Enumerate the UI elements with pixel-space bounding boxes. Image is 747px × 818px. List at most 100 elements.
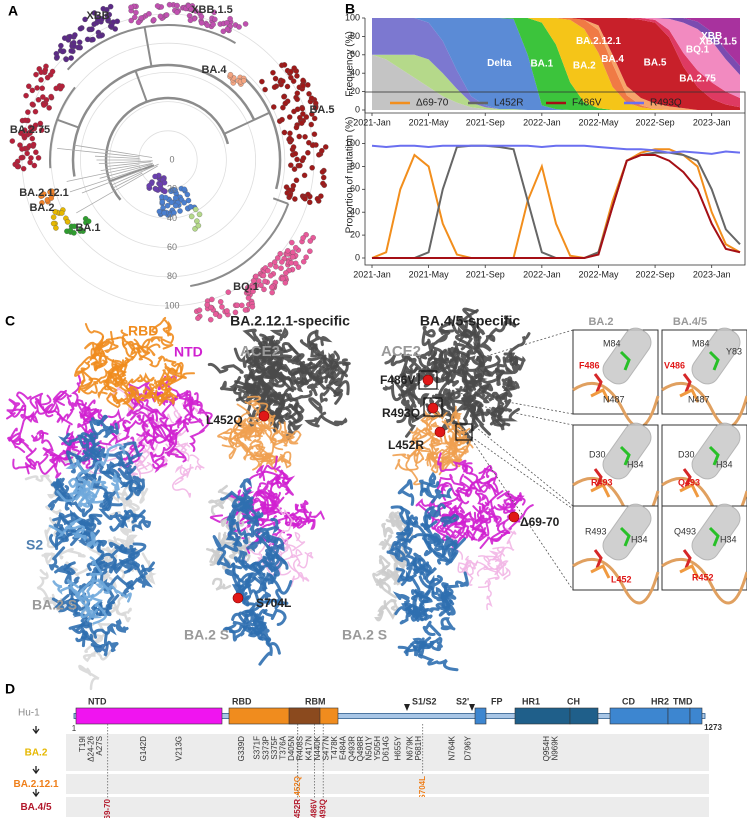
structure-ribbon [136,386,153,403]
structure-ribbon [107,408,125,428]
tree-branch [99,163,153,179]
tree-tip [211,9,217,16]
tree-tip [239,302,245,309]
legend-label: Δ69-70 [416,98,449,109]
structure-ribbon [258,452,273,463]
radial-tick-label: 100 [164,300,179,310]
structure-ribbon [249,454,279,466]
structure-ribbon [271,415,284,433]
structure-ribbon [107,363,123,379]
structure-ribbon [432,539,459,564]
tree-tip [204,301,211,308]
structure-ribbon [159,401,175,432]
structure-ribbon [29,392,52,410]
structure-ribbon [7,436,26,453]
structure-ribbon [267,368,285,380]
residue-label: R493 [591,477,613,487]
x-tick-label: 2021-Sep [466,117,505,127]
mutation-label: Q498R [356,736,365,762]
structure-ribbon [239,496,261,518]
radial-grid [50,42,286,278]
domain-label: HR2 [651,696,669,706]
annotation: F486V [380,373,415,387]
area-label: BQ.1 [686,44,710,55]
structure-ribbon [12,458,38,470]
tree-tip [14,163,21,170]
tree-tip [156,208,163,215]
tree-tip [181,186,188,193]
structure-ribbon [31,431,49,442]
structure-ribbon [116,537,139,552]
structure-ribbon [418,479,440,499]
tree-tip [198,13,205,20]
tree-tip [269,289,275,296]
domain-label: NTD [88,696,107,706]
tree-tip [164,202,171,209]
mutation-label: S373P [261,736,270,760]
structure-ribbon [114,363,128,381]
tree-tip [311,131,318,137]
structure-ribbon [123,544,138,574]
structure-ribbon [438,604,456,617]
mutation-label: D405N [287,736,296,761]
structure-ribbon [440,513,460,527]
tree-tip [33,149,39,155]
tree-tip [224,26,231,32]
domain-label: TMD [673,696,693,706]
y-axis-title: Frequency (%) [345,31,356,97]
structure-ribbon [245,536,262,553]
side-chain [593,373,603,393]
x-tick-label: 2022-May [578,269,619,279]
structure-ribbon [374,600,388,622]
structure-ribbon [103,330,119,353]
domain-label: HR1 [522,696,540,706]
tree-tip [26,83,32,89]
legend-label: L452R [494,98,523,109]
tree-tip [273,263,279,270]
structure-ribbon [84,323,105,351]
structure-ribbon [396,514,414,538]
structure-ribbon [408,427,440,442]
residue-label: D30 [589,449,606,459]
structure-ribbon [78,664,100,691]
tree-tip [35,155,42,161]
tree-tip [293,260,299,267]
tree-tip [272,75,279,82]
tree-tip [187,203,194,210]
tree-tip [288,68,294,75]
structure-ribbon [308,329,333,347]
line-series [371,148,741,260]
mutation-label: Δ69-70 [103,798,112,818]
structure-ribbon [54,563,74,576]
tree-tip [174,2,180,9]
structure-ribbon [313,354,333,384]
structure-ribbon [107,386,134,409]
domain-label: CH [567,696,580,706]
tree-tip [281,129,288,136]
structure-ribbon [82,649,112,663]
tree-tip [302,196,308,202]
tree-tip [245,295,252,301]
structure-ribbon [420,506,435,537]
structure-ribbon [109,514,130,532]
area-label: BA.4 [601,54,624,65]
tree-tip [302,134,308,140]
structure-ribbon [174,463,192,476]
area-series [372,18,740,110]
tree-tip [185,197,192,204]
structure-ribbon [189,454,205,471]
residue-label: H34 [627,459,644,469]
mutation-site [232,592,244,604]
tree-tip [249,303,256,310]
tree-tip [277,251,283,257]
structure-ribbon [102,567,126,582]
annotation: BA.4/5-specific [420,313,521,329]
tree-tip [31,162,38,169]
structure-ribbon [75,360,91,384]
structure-ribbon [386,541,407,559]
structure-ribbon [253,387,295,406]
structure-ribbon [236,425,251,448]
tree-tip [52,209,58,215]
zoom-box [418,370,438,390]
domain-label: RBM [305,696,326,706]
